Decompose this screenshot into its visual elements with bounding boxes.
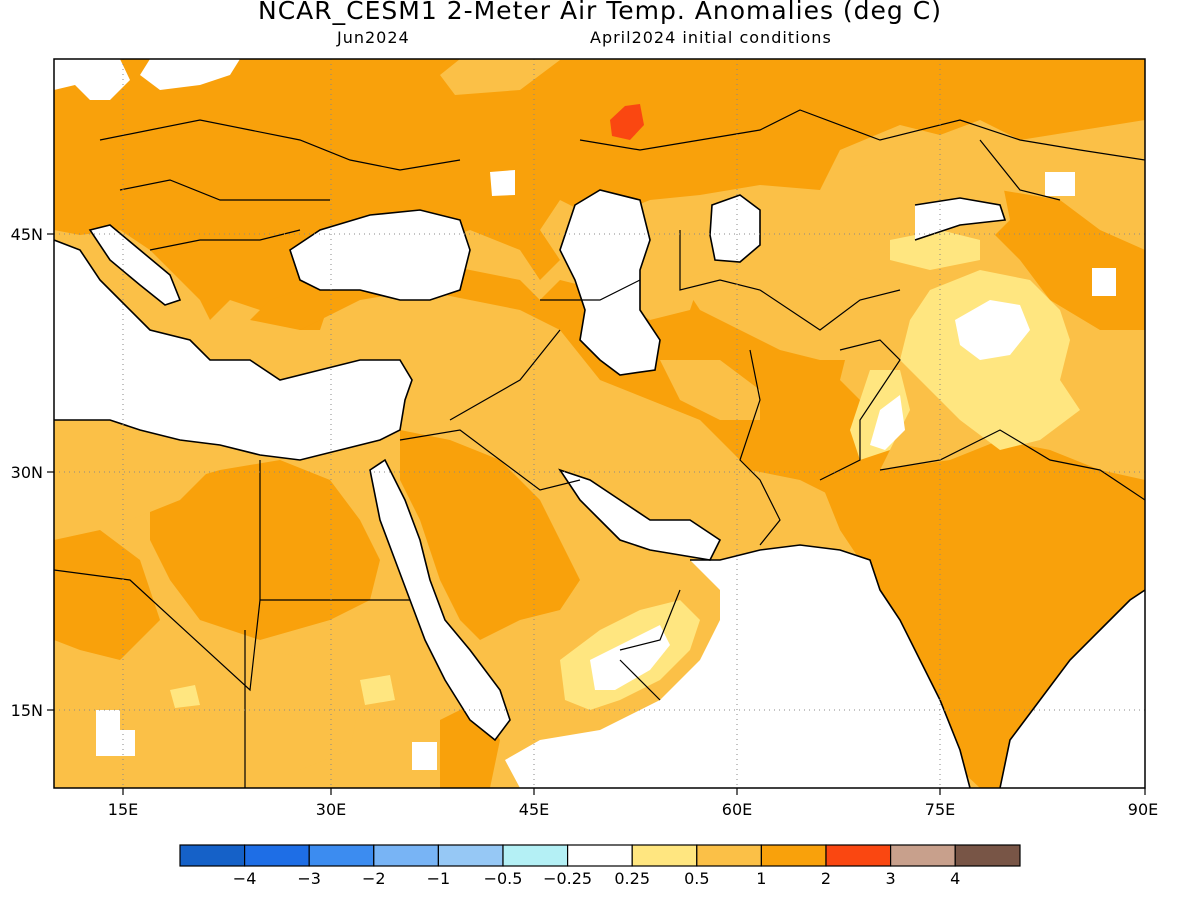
colorbar-swatch-3 [373,844,439,867]
x-tick-45e: 45E [519,800,549,819]
colorbar-swatch-7 [631,844,698,867]
initial-conditions: April2024 initial conditions [590,28,832,47]
water-arabian-sea [505,545,970,788]
map-frame [53,58,1146,789]
water-black-sea [290,210,470,300]
anomaly-fill-chad-spot [170,685,200,708]
anomaly-fill-west-africa [54,430,210,520]
anomaly-fill-hotspot [610,104,644,140]
x-tick-30e: 30E [316,800,346,819]
borders [54,109,1145,788]
x-tick-60e: 60E [722,800,752,819]
anomaly-fill-oman-zero [590,625,670,690]
colorbar-label-7: 0.5 [684,869,709,888]
colorbar-swatch-2 [308,844,375,867]
colorbar-swatch-8 [696,844,762,867]
water-bay-of-bengal [1000,590,1145,788]
colorbar-swatch-12 [954,844,1021,867]
water-mediterranean [54,240,412,460]
anomaly-fill-tibet [900,270,1080,450]
colorbar-swatch-10 [825,844,892,867]
colorbar-label-4: −0.5 [484,869,523,888]
colorbar-swatch-1 [244,844,310,867]
colorbar-swatch-11 [889,844,956,867]
map-title: NCAR_CESM1 2-Meter Air Temp. Anomalies (… [258,0,942,25]
colorbar-label-9: 2 [821,869,831,888]
anomaly-fill-tibet-zero [955,300,1030,360]
anomaly-fill-iran [660,360,760,420]
water-aral [710,195,760,262]
water-lake-small-5 [96,710,135,756]
anomaly-fill-sudan-spot [360,675,395,705]
colorbar-label-11: 4 [950,869,960,888]
tick-marks [47,233,1146,795]
anomaly-fill-east-asia-small [890,230,980,270]
colorbar-swatch-4 [437,844,504,867]
colorbar-label-8: 1 [756,869,766,888]
x-tick-90e: 90E [1128,800,1158,819]
water-adriatic [90,225,180,305]
water-north-sea [140,59,240,90]
x-tick-75e: 75E [925,800,955,819]
water-lake-small-4 [412,742,437,770]
water-lake-small-3 [1045,172,1075,196]
colorbar-swatch-0 [179,844,246,867]
graticule [54,59,1145,788]
water-persian-gulf [560,470,720,560]
y-tick-45n: 45N [11,225,43,244]
anomaly-fill-arabia [400,430,580,640]
coastlines [54,189,1145,788]
colorbar-label-2: −2 [362,869,386,888]
y-tick-15n: 15N [11,701,43,720]
y-tick-30n: 30N [11,463,43,482]
forecast-period: Jun2024 [337,28,410,47]
colorbar-swatch-9 [760,844,827,867]
anomaly-fill-africa-west [54,530,160,660]
water-lake-small-6 [54,60,66,80]
water-balkhash [915,198,1005,240]
anomaly-fill-africa-central [150,460,380,640]
water-red-sea [370,460,510,740]
colorbar [179,844,1021,867]
anomaly-fill-pakistan-zero [870,395,905,450]
colorbar-label-6: 0.25 [614,869,650,888]
water-lake-small-2 [1092,268,1116,296]
water-baltic [54,59,130,100]
colorbar-label-0: −4 [233,869,257,888]
water-lake-small-1 [490,170,515,196]
x-tick-15e: 15E [108,800,138,819]
colorbar-swatch-5 [502,844,569,867]
colorbar-label-1: −3 [297,869,321,888]
colorbar-swatch-6 [566,844,633,867]
colorbar-label-3: −1 [427,869,451,888]
water-caspian [560,190,660,375]
colorbar-label-5: −0.25 [543,869,592,888]
map-field [54,59,1145,788]
colorbar-label-10: 3 [886,869,896,888]
